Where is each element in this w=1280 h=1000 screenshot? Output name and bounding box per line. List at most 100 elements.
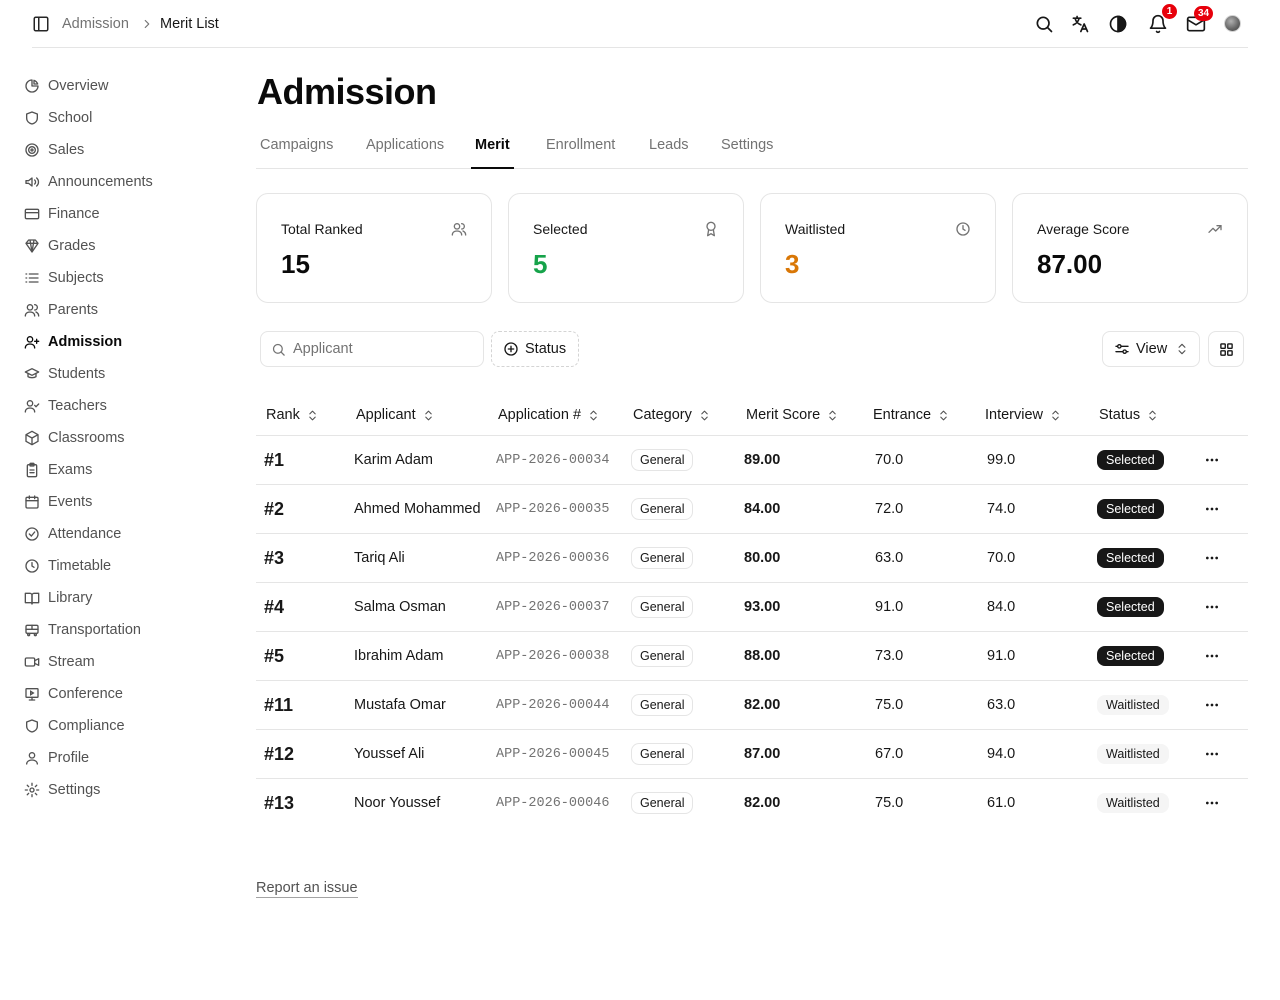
table-row[interactable]: #5 Ibrahim Adam APP-2026-00038 General 8… xyxy=(256,632,1248,681)
status-filter-label: Status xyxy=(525,341,567,357)
status-badge: Selected xyxy=(1097,597,1164,617)
sidebar-item-library[interactable]: Library xyxy=(24,587,92,609)
breadcrumb-parent[interactable]: Admission xyxy=(62,16,129,32)
bell-icon[interactable] xyxy=(1148,14,1168,34)
users-icon xyxy=(24,304,40,317)
more-horizontal-icon xyxy=(1206,556,1218,560)
sidebar-toggle-icon[interactable] xyxy=(32,15,50,33)
sidebar-item-conference[interactable]: Conference xyxy=(24,683,123,705)
sidebar-item-label: Attendance xyxy=(48,526,122,542)
table-row[interactable]: #11 Mustafa Omar APP-2026-00044 General … xyxy=(256,681,1248,730)
tab-merit[interactable]: Merit xyxy=(471,137,514,169)
application-number-cell: APP-2026-00037 xyxy=(496,599,610,615)
sidebar-item-exams[interactable]: Exams xyxy=(24,459,92,481)
sidebar-item-compliance[interactable]: Compliance xyxy=(24,715,125,737)
interview-cell: 61.0 xyxy=(987,795,1016,811)
megaphone-icon xyxy=(25,177,40,187)
bus-icon xyxy=(25,624,39,637)
sidebar-item-attendance[interactable]: Attendance xyxy=(24,523,121,545)
application-number-cell: APP-2026-00038 xyxy=(496,648,610,664)
target-icon xyxy=(25,143,39,157)
category-badge: General xyxy=(631,449,694,471)
column-header-rank[interactable]: Rank xyxy=(266,407,319,423)
row-actions-button[interactable] xyxy=(1202,583,1222,631)
tab-bar: Campaigns Applications Merit Enrollment … xyxy=(256,132,1248,169)
row-actions-button[interactable] xyxy=(1202,632,1222,680)
search-icon[interactable] xyxy=(1034,14,1054,34)
row-actions-button[interactable] xyxy=(1202,681,1222,729)
row-actions-button[interactable] xyxy=(1202,485,1222,533)
column-header-merit-score[interactable]: Merit Score xyxy=(746,407,839,423)
sidebar-item-announcements[interactable]: Announcements xyxy=(24,171,153,193)
row-actions-button[interactable] xyxy=(1202,730,1222,778)
column-header-application-number[interactable]: Application # xyxy=(498,407,600,423)
tab-applications[interactable]: Applications xyxy=(366,137,445,153)
table-row[interactable]: #12 Youssef Ali APP-2026-00045 General 8… xyxy=(256,730,1248,779)
sidebar-item-admission[interactable]: Admission xyxy=(24,331,122,353)
tab-leads[interactable]: Leads xyxy=(649,137,689,153)
sort-icon xyxy=(309,410,316,420)
table-row[interactable]: #4 Salma Osman APP-2026-00037 General 93… xyxy=(256,583,1248,632)
table-row[interactable]: #13 Noor Youssef APP-2026-00046 General … xyxy=(256,779,1248,828)
sidebar-item-sales[interactable]: Sales xyxy=(24,139,84,161)
sidebar-item-grades[interactable]: Grades xyxy=(24,235,96,257)
column-header-status[interactable]: Status xyxy=(1099,407,1159,423)
avatar[interactable] xyxy=(1224,15,1241,32)
status-badge: Waitlisted xyxy=(1097,793,1169,813)
column-header-category[interactable]: Category xyxy=(633,407,711,423)
sidebar-item-school[interactable]: School xyxy=(24,107,92,129)
sidebar-item-events[interactable]: Events xyxy=(24,491,92,513)
sort-icon xyxy=(829,410,836,420)
translate-icon[interactable] xyxy=(1070,14,1090,34)
theme-toggle-icon[interactable] xyxy=(1108,14,1128,34)
more-horizontal-icon xyxy=(1206,605,1218,609)
sidebar-item-timetable[interactable]: Timetable xyxy=(24,555,111,577)
book-icon xyxy=(24,592,40,605)
stat-card-selected: Selected 5 xyxy=(508,193,744,303)
sidebar-item-label: Timetable xyxy=(48,558,112,574)
sidebar-item-label: Profile xyxy=(48,750,90,766)
table-row[interactable]: #1 Karim Adam APP-2026-00034 General 89.… xyxy=(256,436,1248,485)
breadcrumb-current: Merit List xyxy=(160,16,219,32)
status-cell: Selected xyxy=(1097,436,1164,484)
category-badge: General xyxy=(631,694,694,716)
row-actions-button[interactable] xyxy=(1202,534,1222,582)
column-header-entrance[interactable]: Entrance xyxy=(873,407,950,423)
sidebar-item-students[interactable]: Students xyxy=(24,363,105,385)
sidebar-item-finance[interactable]: Finance xyxy=(24,203,100,225)
table-row[interactable]: #2 Ahmed Mohammed APP-2026-00035 General… xyxy=(256,485,1248,534)
box-icon xyxy=(25,430,39,446)
sidebar-item-parents[interactable]: Parents xyxy=(24,299,98,321)
sidebar-item-overview[interactable]: Overview xyxy=(24,75,108,97)
rank-cell: #12 xyxy=(264,743,295,764)
stat-card-average-score: Average Score 87.00 xyxy=(1012,193,1248,303)
sidebar-item-settings[interactable]: Settings xyxy=(24,779,100,801)
table-header: Rank Applicant Application # Category Me… xyxy=(256,395,1248,436)
view-options-button[interactable]: View xyxy=(1102,331,1200,367)
tab-enrollment[interactable]: Enrollment xyxy=(546,137,616,153)
entrance-cell: 72.0 xyxy=(875,501,904,517)
tab-campaigns[interactable]: Campaigns xyxy=(260,137,334,153)
search-input[interactable] xyxy=(293,332,479,366)
row-actions-button[interactable] xyxy=(1202,436,1222,484)
status-filter-button[interactable]: Status xyxy=(491,331,579,367)
sidebar-item-stream[interactable]: Stream xyxy=(24,651,95,673)
grid-view-button[interactable] xyxy=(1208,331,1244,367)
sidebar-item-classrooms[interactable]: Classrooms xyxy=(24,427,125,449)
status-cell: Waitlisted xyxy=(1097,681,1169,729)
sidebar-item-subjects[interactable]: Subjects xyxy=(24,267,104,289)
sidebar-item-transportation[interactable]: Transportation xyxy=(24,619,141,641)
tab-settings[interactable]: Settings xyxy=(721,137,774,153)
applicant-cell: Karim Adam xyxy=(354,452,433,468)
sidebar-item-label: Transportation xyxy=(48,622,141,638)
column-header-interview[interactable]: Interview xyxy=(985,407,1062,423)
status-badge: Selected xyxy=(1097,548,1164,568)
column-header-applicant[interactable]: Applicant xyxy=(356,407,435,423)
row-actions-button[interactable] xyxy=(1202,779,1222,827)
sidebar-item-profile[interactable]: Profile xyxy=(24,747,89,769)
table-row[interactable]: #3 Tariq Ali APP-2026-00036 General 80.0… xyxy=(256,534,1248,583)
sidebar-item-teachers[interactable]: Teachers xyxy=(24,395,107,417)
stat-label: Selected xyxy=(533,221,588,237)
report-issue-link[interactable]: Report an issue xyxy=(256,880,358,898)
sidebar-item-label: Compliance xyxy=(48,718,125,734)
